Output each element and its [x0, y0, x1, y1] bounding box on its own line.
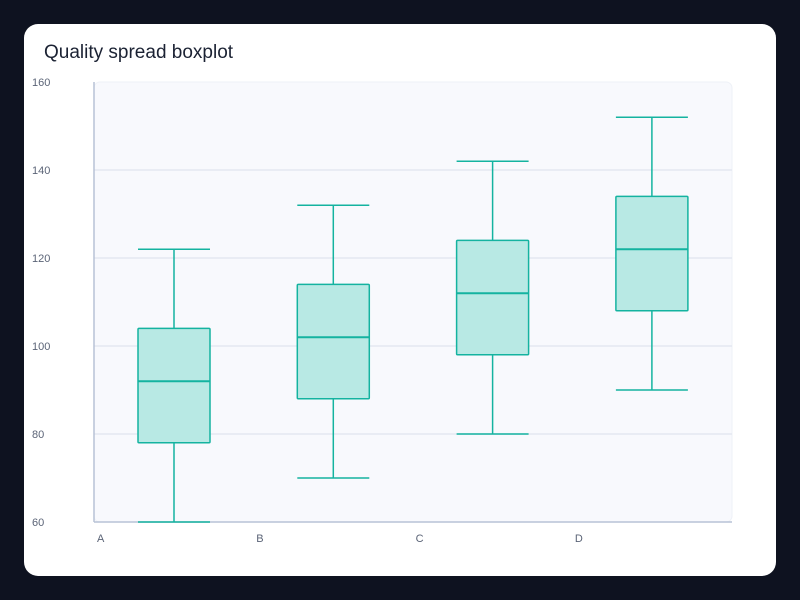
- boxes: [137, 116, 689, 523]
- iqr-box-B: [296, 283, 371, 400]
- iqr-box-D: [615, 195, 689, 312]
- boxplot-chart: 60 80 100 120 140 160 A B C D: [32, 77, 733, 545]
- y-tick-label-60: 60: [32, 517, 44, 529]
- y-tick-label-100: 100: [32, 341, 50, 353]
- iqr-box-C: [455, 239, 530, 356]
- y-tick-label-80: 80: [32, 429, 44, 441]
- y-tick-label-120: 120: [32, 253, 50, 265]
- box-C: [455, 160, 530, 435]
- box-B: [296, 204, 371, 479]
- box-A: [137, 248, 211, 523]
- x-tick-label-C: C: [416, 533, 424, 545]
- chart-card: Quality spread boxplot 60 80 100 120 140 160 A…: [24, 24, 776, 576]
- x-tick-label-B: B: [256, 533, 263, 545]
- x-tick-label-A: A: [97, 533, 105, 545]
- y-tick-label-140: 140: [32, 165, 50, 177]
- box-D: [615, 116, 689, 391]
- y-tick-label-160: 160: [32, 77, 50, 89]
- chart-title: Quality spread boxplot: [44, 42, 234, 63]
- tick-labels: 60 80 100 120 140 160 A B C D: [32, 77, 583, 545]
- x-tick-label-D: D: [575, 533, 583, 545]
- iqr-box-A: [137, 327, 211, 444]
